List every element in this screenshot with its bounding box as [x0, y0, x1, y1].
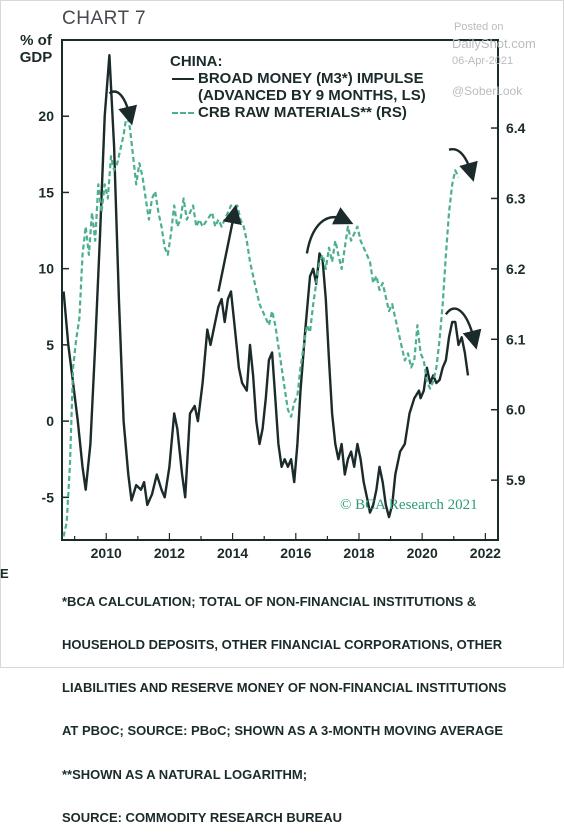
- legend-item-crb: CRB RAW MATERIALS** (RS): [170, 104, 426, 121]
- legend-label-money: BROAD MONEY (M3*) IMPULSE: [198, 70, 424, 87]
- y-left-tick-label: -5: [42, 489, 55, 505]
- series-line-crb: [62, 112, 460, 537]
- footnote-line: LIABILITIES AND RESERVE MONEY OF NON-FIN…: [62, 680, 507, 696]
- legend-item-money-sub: (ADVANCED BY 9 MONTHS, LS): [198, 87, 426, 104]
- x-tick-label: 2010: [91, 545, 122, 561]
- x-tick-label: 2012: [154, 545, 185, 561]
- annotation-arrow: [448, 148, 478, 182]
- legend-label-crb: CRB RAW MATERIALS** (RS): [198, 104, 407, 121]
- y-axis-left-unit: % of GDP: [10, 32, 62, 66]
- footnote-line: *BCA CALCULATION; TOTAL OF NON-FINANCIAL…: [62, 593, 477, 609]
- y-left-tick-label: 5: [46, 337, 54, 353]
- copyright-label: © BCA Research 2021: [340, 497, 478, 513]
- annotation-arrow: [108, 90, 138, 126]
- footnote: *BCA CALCULATION; TOTAL OF NON-FINANCIAL…: [62, 566, 506, 840]
- legend-item-money: BROAD MONEY (M3*) IMPULSE: [170, 70, 426, 87]
- watermark-handle: @SoberLook: [452, 84, 523, 98]
- footnote-line: SOURCE: COMMODITY RESEARCH BUREAU: [62, 809, 342, 825]
- series-line-broad-money: [62, 54, 470, 519]
- y-axis-right: 5.9 6.0 6.1 6.2 6.3 6.4: [491, 120, 526, 488]
- legend-swatch-solid: [172, 78, 194, 80]
- y-right-tick-label: 6.0: [506, 402, 526, 418]
- y-right-tick-label: 6.3: [506, 190, 526, 206]
- watermark-site: DailyShot.com: [452, 36, 536, 51]
- annotation-arrow: [217, 204, 242, 292]
- y-right-tick-label: 6.1: [506, 331, 526, 347]
- series-layer: [62, 54, 470, 537]
- footnote-line: AT PBOC; SOURCE: PBoC; SHOWN AS A 3-MONT…: [62, 723, 504, 739]
- y-right-tick-label: 5.9: [506, 472, 526, 488]
- chart-title: CHART 7: [62, 8, 147, 29]
- legend: CHINA: BROAD MONEY (M3*) IMPULSE (ADVANC…: [170, 53, 426, 121]
- x-tick-label: 2022: [470, 545, 501, 561]
- y-left-tick-label: 10: [38, 261, 54, 277]
- annotation-arrow: [444, 307, 482, 350]
- watermark-date: 06-Apr-2021: [452, 55, 514, 67]
- y-axis-left: -5 0 5 10 15 20: [38, 108, 69, 505]
- annotation-arrow: [305, 207, 354, 254]
- x-axis: 2010 2012 2014 2016 2018 2020 2022: [74, 533, 501, 561]
- y-left-tick-label: 20: [38, 108, 54, 124]
- x-tick-label: 2020: [407, 545, 438, 561]
- x-tick-label: 2014: [217, 545, 248, 561]
- y-unit-line2: GDP: [19, 49, 53, 66]
- x-tick-label: 2018: [343, 545, 374, 561]
- stray-letter: E: [0, 566, 9, 581]
- legend-heading: CHINA:: [170, 53, 223, 70]
- watermark-posted: Posted on: [454, 21, 504, 33]
- x-tick-label: 2016: [280, 545, 311, 561]
- y-left-tick-label: 15: [38, 184, 54, 200]
- y-unit-line1: % of: [20, 32, 52, 49]
- legend-swatch-dashed: [172, 112, 194, 114]
- annotation-arrows: [108, 90, 482, 350]
- footnote-line: HOUSEHOLD DEPOSITS, OTHER FINANCIAL CORP…: [62, 637, 503, 653]
- y-right-tick-label: 6.4: [506, 120, 526, 136]
- footnote-line: **SHOWN AS A NATURAL LOGARITHM;: [62, 766, 308, 782]
- y-right-tick-label: 6.2: [506, 261, 526, 277]
- y-left-tick-label: 0: [46, 413, 54, 429]
